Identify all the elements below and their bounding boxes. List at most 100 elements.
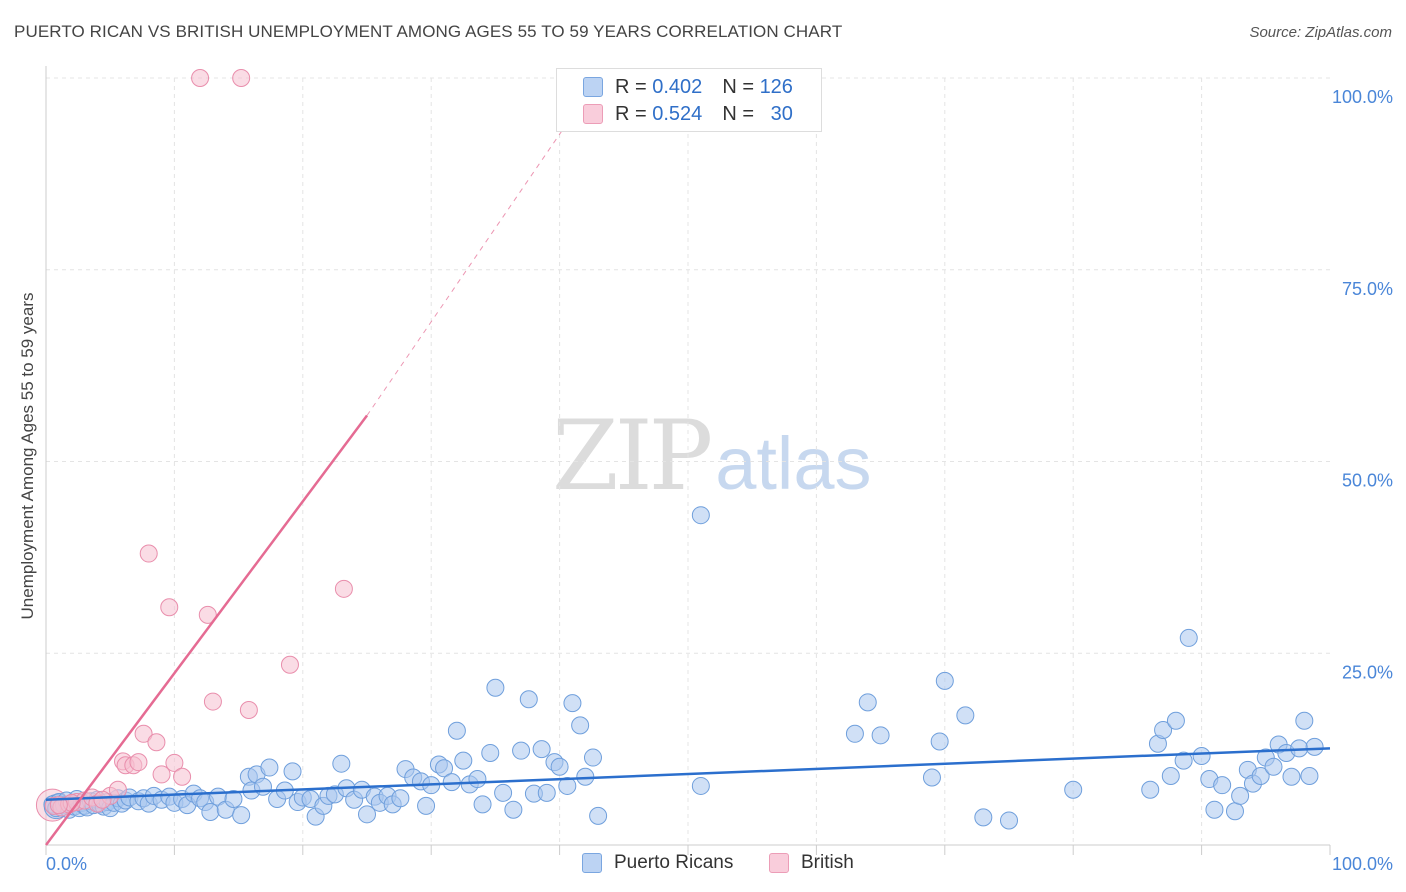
puerto-ricans-point bbox=[1166, 711, 1185, 730]
source-label: Source: ZipAtlas.com bbox=[1249, 24, 1392, 41]
british-trend-extension bbox=[366, 77, 599, 416]
puerto-ricans-point bbox=[1161, 766, 1180, 785]
british-n-value: 30 bbox=[770, 102, 793, 125]
british-point bbox=[134, 724, 153, 743]
legend-item-puerto-ricans: Puerto Ricans bbox=[582, 852, 733, 874]
puerto-ricans-point bbox=[691, 506, 710, 525]
legend-row-puerto-ricans: R = 0.402 N = 126 bbox=[583, 74, 793, 100]
puerto-ricans-point bbox=[1305, 737, 1324, 756]
puerto-ricans-point bbox=[858, 693, 877, 712]
puerto-ricans-point bbox=[1064, 780, 1083, 799]
british-point bbox=[152, 765, 171, 784]
puerto-ricans-point bbox=[1300, 766, 1319, 785]
british-point bbox=[232, 69, 251, 87]
r-label: R = bbox=[615, 102, 647, 125]
puerto-ricans-point bbox=[537, 783, 556, 802]
puerto-ricans-point bbox=[1295, 711, 1314, 730]
puerto-ricans-point bbox=[1225, 802, 1244, 821]
puerto-ricans-swatch bbox=[583, 77, 603, 97]
puerto-ricans-point bbox=[550, 757, 569, 776]
puerto-ricans-point bbox=[930, 732, 949, 751]
puerto-ricans-point bbox=[358, 805, 376, 824]
puerto-ricans-point bbox=[845, 724, 864, 743]
puerto-ricans-point bbox=[260, 758, 279, 777]
puerto-ricans-point bbox=[232, 806, 251, 825]
puerto-ricans-point bbox=[691, 776, 710, 795]
puerto-ricans-point bbox=[253, 777, 272, 796]
puerto-ricans-point bbox=[504, 800, 523, 819]
puerto-ricans-point bbox=[1282, 767, 1301, 786]
puerto-ricans-legend-swatch bbox=[582, 853, 602, 873]
puerto-ricans-point bbox=[956, 706, 975, 725]
puerto-ricans-point bbox=[589, 806, 608, 825]
legend-item-british: British bbox=[769, 852, 854, 874]
british-point bbox=[239, 701, 258, 720]
puerto-ricans-point bbox=[532, 740, 551, 759]
puerto-ricans-point bbox=[974, 808, 993, 827]
puerto-ricans-point bbox=[454, 751, 473, 770]
puerto-ricans-point bbox=[1213, 776, 1232, 795]
puerto-ricans-point bbox=[468, 770, 487, 789]
british-point bbox=[173, 767, 192, 786]
british-trend-line bbox=[44, 414, 369, 846]
puerto-ricans-point bbox=[201, 803, 220, 822]
british-point bbox=[165, 753, 184, 772]
puerto-ricans-point bbox=[1154, 720, 1173, 739]
puerto-ricans-point bbox=[583, 748, 602, 767]
legend-row-british: R = 0.524 N = 30 bbox=[583, 101, 793, 127]
british-point bbox=[93, 790, 112, 809]
british-point bbox=[108, 780, 127, 799]
puerto-ricans-point bbox=[1251, 766, 1270, 785]
puerto-ricans-point bbox=[1000, 811, 1018, 830]
british-point bbox=[160, 598, 179, 617]
y-tick-label: 75.0% bbox=[1342, 279, 1393, 299]
n-label: N = bbox=[722, 75, 754, 98]
british-swatch bbox=[583, 104, 603, 124]
puerto-ricans-point bbox=[486, 678, 505, 697]
puerto-ricans-point bbox=[447, 721, 466, 740]
series-legend: Puerto Ricans British bbox=[0, 852, 1406, 878]
puerto-ricans-point bbox=[283, 762, 302, 781]
puerto-ricans-n-value: 126 bbox=[759, 75, 793, 98]
puerto-ricans-point bbox=[558, 776, 577, 795]
correlation-legend: R = 0.402 N = 126 R = 0.524 N = 30 bbox=[556, 68, 822, 132]
puerto-ricans-r-value: 0.402 bbox=[652, 75, 703, 98]
chart-title: PUERTO RICAN VS BRITISH UNEMPLOYMENT AMO… bbox=[14, 22, 843, 41]
puerto-ricans-point bbox=[332, 754, 351, 773]
puerto-ricans-point bbox=[519, 690, 538, 709]
x-tick-label-end: 100.0% bbox=[1332, 854, 1393, 874]
n-label: N = bbox=[722, 102, 754, 125]
puerto-ricans-point bbox=[435, 759, 454, 778]
r-label: R = bbox=[615, 75, 647, 98]
puerto-ricans-point bbox=[1264, 757, 1283, 776]
puerto-ricans-point bbox=[1205, 800, 1224, 819]
puerto-ricans-point bbox=[935, 671, 954, 690]
puerto-ricans-point bbox=[473, 795, 492, 814]
y-tick-label: 25.0% bbox=[1342, 662, 1393, 682]
puerto-ricans-point bbox=[871, 726, 890, 745]
puerto-ricans-legend-label: Puerto Ricans bbox=[614, 852, 734, 873]
british-point bbox=[49, 796, 68, 815]
british-legend-swatch bbox=[769, 853, 789, 873]
british-point bbox=[147, 733, 166, 752]
british-point bbox=[280, 655, 299, 674]
british-point bbox=[129, 753, 148, 772]
british-point bbox=[198, 605, 217, 624]
y-tick-label: 100.0% bbox=[1332, 87, 1393, 107]
puerto-ricans-point bbox=[1179, 628, 1198, 647]
puerto-ricans-point bbox=[563, 694, 582, 713]
puerto-ricans-point bbox=[481, 743, 500, 762]
british-point bbox=[334, 579, 353, 598]
puerto-ricans-point bbox=[512, 741, 531, 760]
puerto-ricans-point bbox=[494, 783, 513, 802]
puerto-ricans-trend-line bbox=[45, 747, 1331, 801]
x-tick-label-start: 0.0% bbox=[46, 854, 87, 874]
puerto-ricans-point bbox=[1174, 751, 1193, 770]
british-point bbox=[191, 69, 210, 87]
british-r-value: 0.524 bbox=[652, 102, 703, 125]
puerto-ricans-point bbox=[1141, 780, 1160, 799]
puerto-ricans-point bbox=[922, 768, 941, 787]
puerto-ricans-point bbox=[417, 796, 436, 815]
puerto-ricans-point bbox=[1192, 747, 1211, 766]
